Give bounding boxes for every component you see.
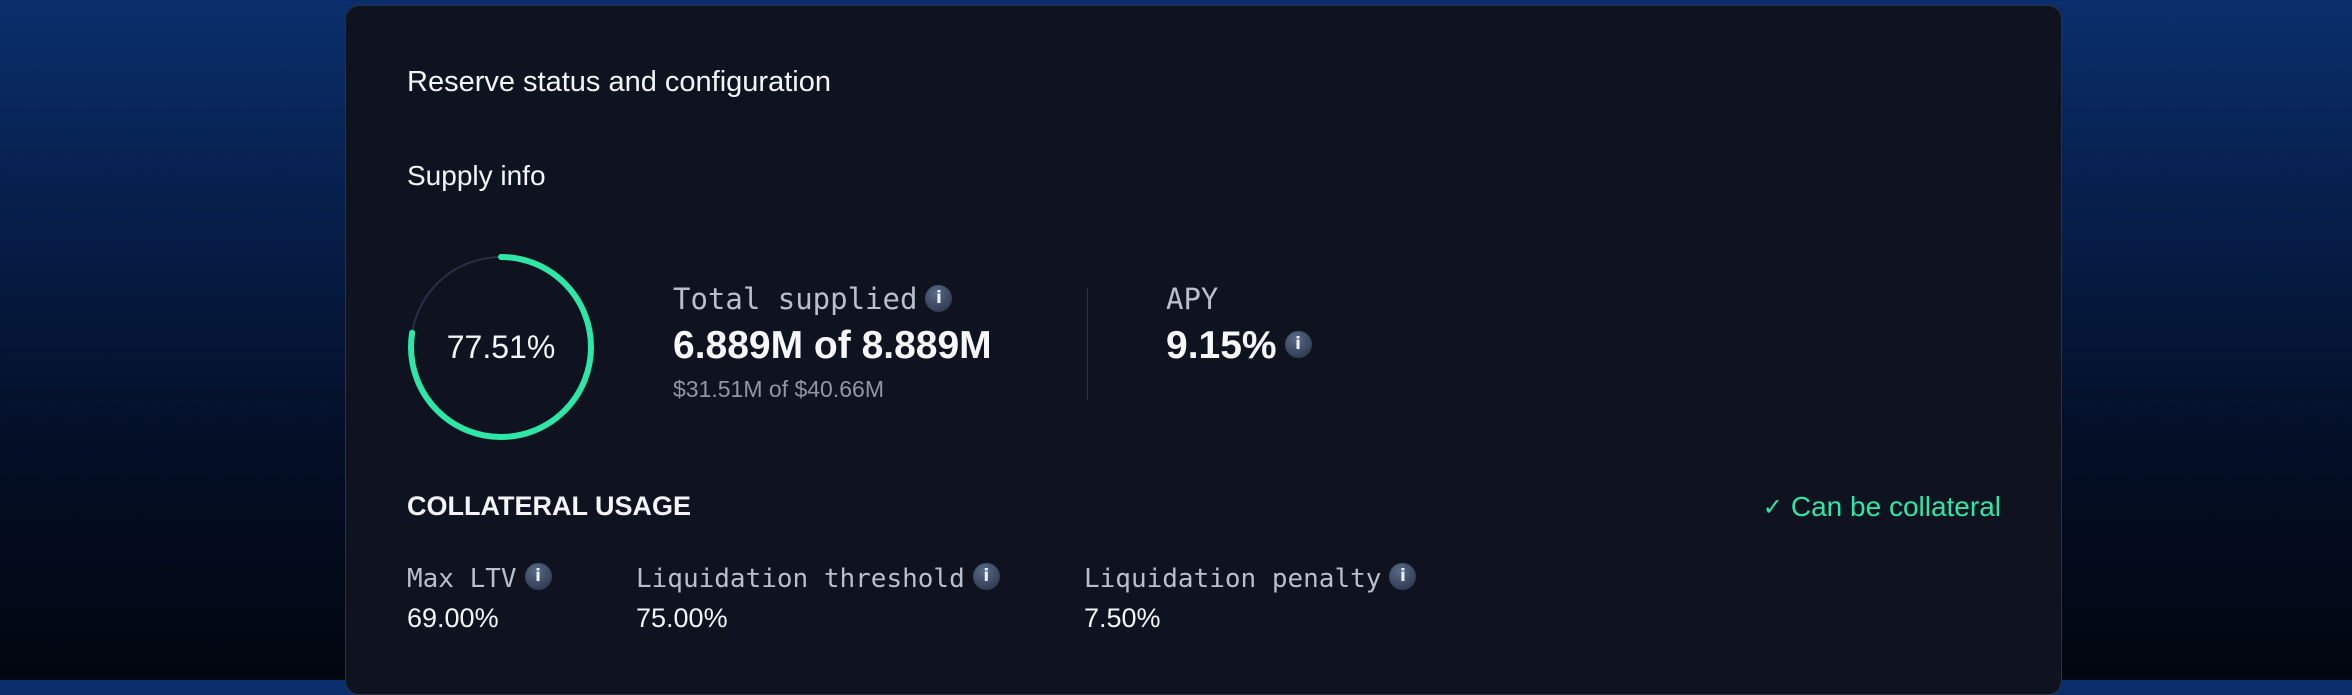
info-icon[interactable]: i	[925, 284, 953, 312]
liquidation-penalty-label-text: Liquidation penalty	[1084, 564, 1382, 594]
max-ltv-label-text: Max LTV	[407, 564, 517, 594]
liquidation-threshold-label-text: Liquidation threshold	[636, 564, 965, 594]
max-ltv-label: Max LTV i	[407, 563, 552, 594]
gauge-progress-arc	[408, 254, 594, 440]
info-icon[interactable]: i	[1284, 331, 1312, 359]
liquidation-penalty-label: Liquidation penalty i	[1084, 563, 1417, 594]
collateral-usage-title: COLLATERAL USAGE	[407, 491, 692, 521]
apy-value: 9.15% i	[1166, 324, 1312, 368]
apy-label: APY	[1166, 282, 1219, 316]
total-supplied-label-text: Total supplied	[673, 282, 918, 316]
total-supplied-value: 6.889M of 8.889M	[673, 324, 992, 367]
info-icon[interactable]: i	[972, 563, 1000, 590]
can-be-collateral-badge: ✓ Can be collateral	[1763, 491, 2001, 523]
liquidation-threshold-label: Liquidation threshold i	[636, 563, 1000, 594]
supply-info-title: Supply info	[407, 160, 546, 191]
liquidation-penalty-value: 7.50%	[1084, 603, 1161, 633]
total-supplied-usd: $31.51M of $40.66M	[673, 376, 884, 402]
reserve-status-card: Reserve status and configuration Supply …	[345, 5, 2062, 695]
apy-value-text: 9.15%	[1166, 324, 1277, 367]
max-ltv-value: 69.00%	[407, 603, 499, 633]
total-supplied-label: Total supplied i	[673, 282, 953, 316]
can-be-collateral-text: Can be collateral	[1790, 491, 2001, 522]
info-icon[interactable]: i	[524, 563, 552, 590]
utilization-percent: 77.51%	[446, 328, 556, 365]
utilization-gauge: 77.51%	[406, 252, 596, 442]
stat-divider	[1087, 288, 1088, 400]
card-title: Reserve status and configuration	[407, 66, 831, 98]
liquidation-threshold-value: 75.00%	[636, 603, 728, 633]
info-icon[interactable]: i	[1389, 563, 1417, 590]
check-icon: ✓	[1762, 493, 1783, 521]
